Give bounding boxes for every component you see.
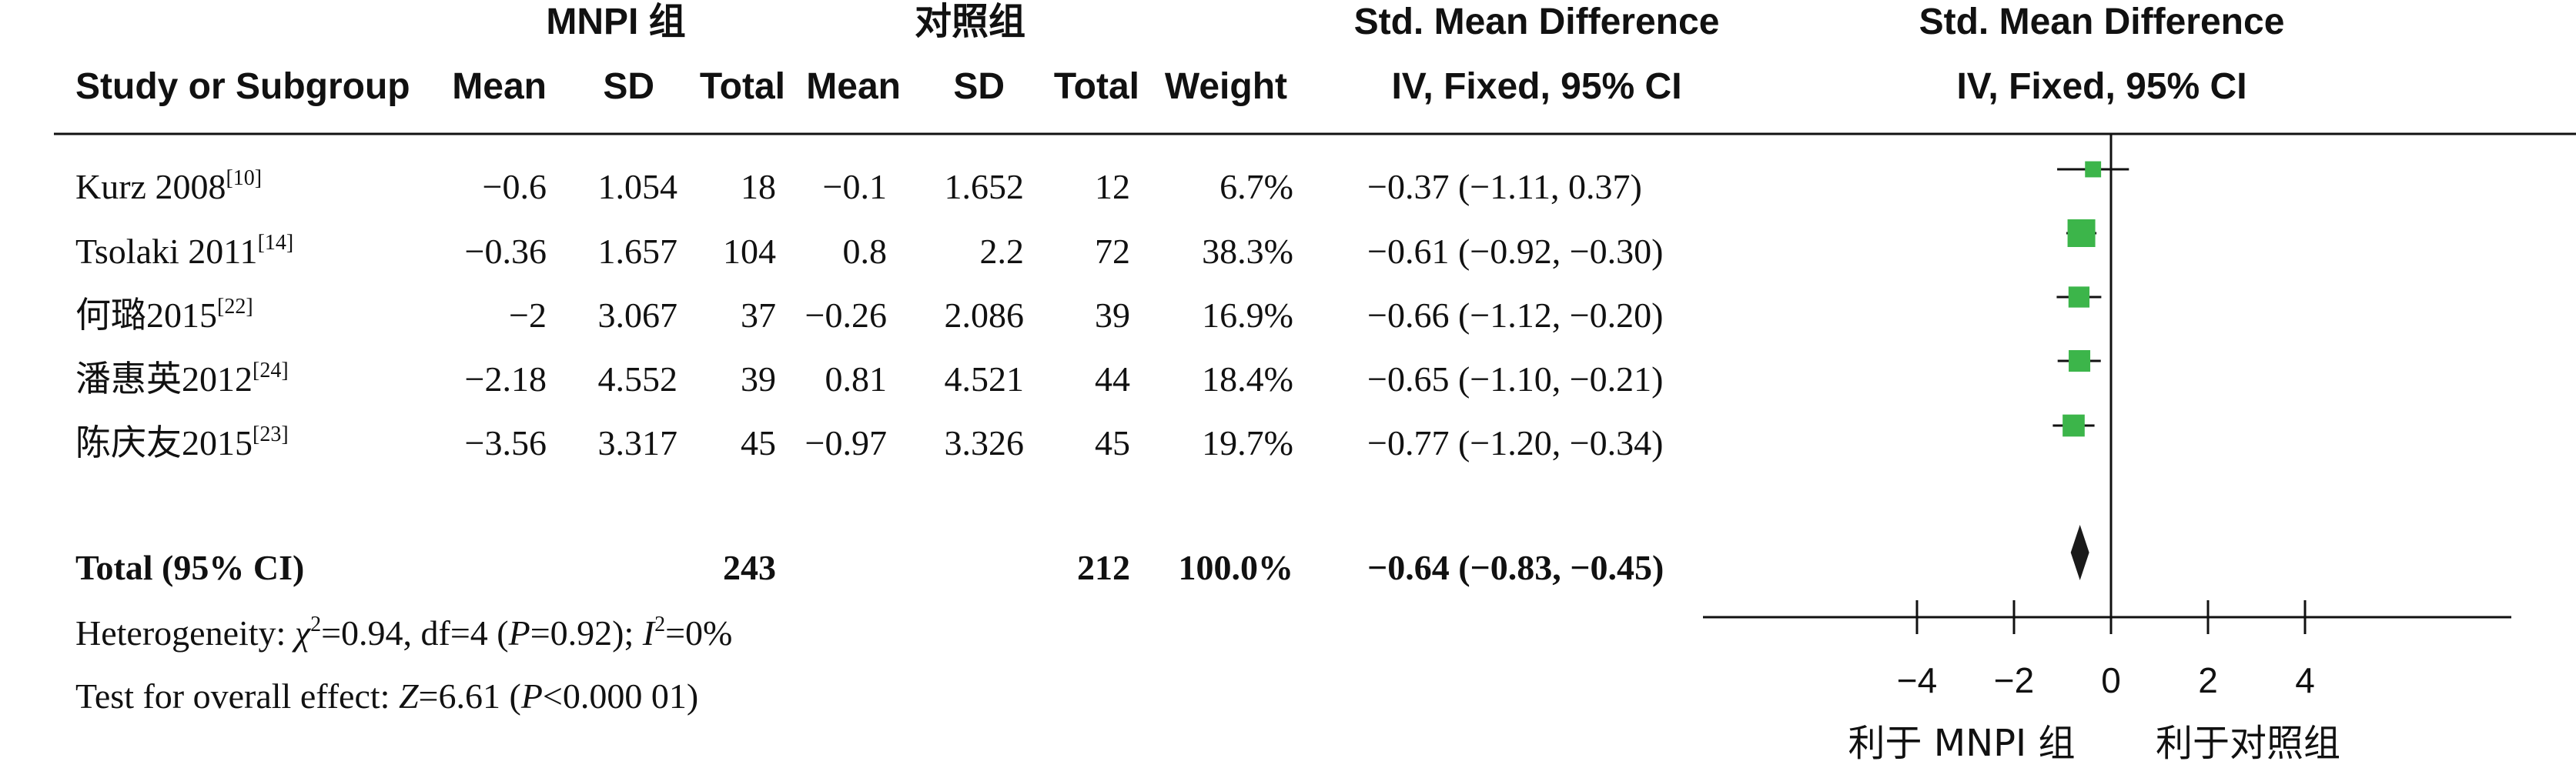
mean1-column-header: Mean (452, 66, 547, 107)
study-mean2: −0.26 (805, 296, 887, 335)
forest-plot-area: −4 −2 0 2 4 (1703, 134, 2511, 700)
pooled-effect-diamond (2070, 525, 2089, 580)
study-row: Tsolaki 2011[14] −0.36 1.657 104 0.8 2.2 72 38.… (75, 231, 1663, 271)
study-n1: 45 (741, 423, 776, 462)
study-column-header: Study or Subgroup (75, 66, 410, 107)
x-tick-label: 0 (2101, 660, 2121, 700)
plot-header-title: Std. Mean Difference (1919, 2, 2285, 42)
study-sd1: 1.657 (598, 232, 678, 271)
study-weight: 16.9% (1202, 296, 1293, 335)
study-n2: 39 (1095, 296, 1130, 335)
mean2-column-header: Mean (806, 66, 901, 107)
effect-size-square (2067, 219, 2096, 247)
study-sd1: 3.067 (598, 296, 678, 335)
sd2-column-header: SD (953, 66, 1005, 107)
total-row: Total (95% CI) 243 212 100.0% −0.64 (−0.… (75, 548, 1664, 587)
study-name: 潘惠英2012[24] (75, 359, 289, 399)
study-sd2: 3.326 (945, 423, 1025, 462)
study-mean2: −0.97 (805, 423, 887, 462)
favours-left-label: 利于 MNPI 组 (1848, 722, 2076, 765)
study-weight: 19.7% (1202, 423, 1293, 462)
study-row: Kurz 2008[10] −0.6 1.054 18 −0.1 1.652 12 6.7% −… (75, 166, 1642, 206)
study-row: 陈庆友2015[23] −3.56 3.317 45 −0.97 3.326 45 19.7%… (75, 422, 1663, 462)
group2-header: 对照组 (915, 2, 1025, 42)
study-effect-mark (2066, 219, 2097, 247)
study-name: 陈庆友2015[23] (75, 422, 289, 462)
favours-right-label: 利于对照组 (2156, 722, 2340, 765)
group1-header: MNPI 组 (546, 2, 685, 42)
study-mean1: −2.18 (465, 359, 547, 399)
study-smd-text: −0.61 (−0.92, −0.30) (1367, 232, 1663, 271)
total-smd-text: −0.64 (−0.83, −0.45) (1367, 548, 1664, 587)
effect-size-square (2062, 414, 2085, 437)
study-n1: 104 (723, 232, 776, 271)
study-effect-mark (2052, 414, 2095, 437)
x-axis-ticks: −4 −2 0 2 4 (1897, 600, 2315, 700)
study-mean1: −3.56 (465, 423, 547, 462)
study-name: 何璐2015[22] (75, 295, 253, 335)
study-sd2: 1.652 (945, 167, 1025, 206)
study-rows: Kurz 2008[10] −0.6 1.054 18 −0.1 1.652 12 6.7% −… (75, 166, 1663, 462)
study-smd-text: −0.65 (−1.10, −0.21) (1367, 359, 1663, 399)
total-weight: 100.0% (1179, 548, 1294, 587)
study-n2: 72 (1095, 232, 1130, 271)
total-n2: 212 (1077, 548, 1130, 587)
x-tick-label: 2 (2198, 660, 2218, 700)
study-weight: 18.4% (1202, 359, 1293, 399)
study-marks (2052, 161, 2129, 437)
study-row: 何璐2015[22] −2 3.067 37 −0.26 2.086 39 16.9% −0.6… (75, 295, 1663, 335)
overall-effect-text: Test for overall effect: Z=6.61 (P<0.000… (75, 676, 698, 716)
study-n1: 39 (741, 359, 776, 399)
study-n2: 45 (1095, 423, 1130, 462)
effect-size-square (2068, 286, 2090, 308)
total2-column-header: Total (1054, 66, 1139, 107)
effect-size-square (2069, 349, 2091, 372)
study-sd1: 3.317 (598, 423, 678, 462)
study-sd2: 2.086 (945, 296, 1025, 335)
study-sd1: 1.054 (598, 167, 678, 206)
study-sd1: 4.552 (598, 359, 678, 399)
study-mean2: 0.8 (843, 232, 888, 271)
study-name: Tsolaki 2011[14] (75, 231, 293, 271)
study-row: 潘惠英2012[24] −2.18 4.552 39 0.81 4.521 44 18.4% −… (75, 359, 1663, 399)
total1-column-header: Total (700, 66, 785, 107)
study-n2: 12 (1095, 167, 1130, 206)
study-weight: 6.7% (1219, 167, 1293, 206)
plot-header-method: IV, Fixed, 95% CI (1956, 66, 2246, 107)
study-mean2: 0.81 (825, 359, 888, 399)
study-n1: 37 (741, 296, 776, 335)
study-n1: 18 (741, 167, 776, 206)
smd-header-method: IV, Fixed, 95% CI (1391, 66, 1681, 107)
study-weight: 38.3% (1202, 232, 1293, 271)
study-name: Kurz 2008[10] (75, 166, 262, 206)
weight-column-header: Weight (1165, 66, 1287, 107)
x-tick-label: −4 (1897, 660, 1937, 700)
smd-header-title: Std. Mean Difference (1354, 2, 1720, 42)
study-mean1: −0.36 (465, 232, 547, 271)
effect-size-square (2085, 161, 2102, 178)
study-effect-mark (2056, 286, 2102, 308)
study-mean1: −2 (509, 296, 547, 335)
total-label: Total (95% CI) (75, 548, 304, 587)
study-mean1: −0.6 (483, 167, 547, 206)
heterogeneity-text: Heterogeneity: χ2=0.94, df=4 (P=0.92); I… (75, 613, 732, 653)
study-smd-text: −0.77 (−1.20, −0.34) (1367, 423, 1663, 462)
study-mean2: −0.1 (823, 167, 887, 206)
study-sd2: 4.521 (945, 359, 1025, 399)
study-n2: 44 (1095, 359, 1130, 399)
study-smd-text: −0.37 (−1.11, 0.37) (1367, 167, 1642, 206)
study-sd2: 2.2 (980, 232, 1025, 271)
x-tick-label: −2 (1994, 660, 2034, 700)
sd1-column-header: SD (603, 66, 654, 107)
x-tick-label: 4 (2295, 660, 2315, 700)
study-effect-mark (2057, 349, 2101, 372)
study-effect-mark (2057, 161, 2129, 178)
study-smd-text: −0.66 (−1.12, −0.20) (1367, 296, 1663, 335)
total-n1: 243 (723, 548, 776, 587)
